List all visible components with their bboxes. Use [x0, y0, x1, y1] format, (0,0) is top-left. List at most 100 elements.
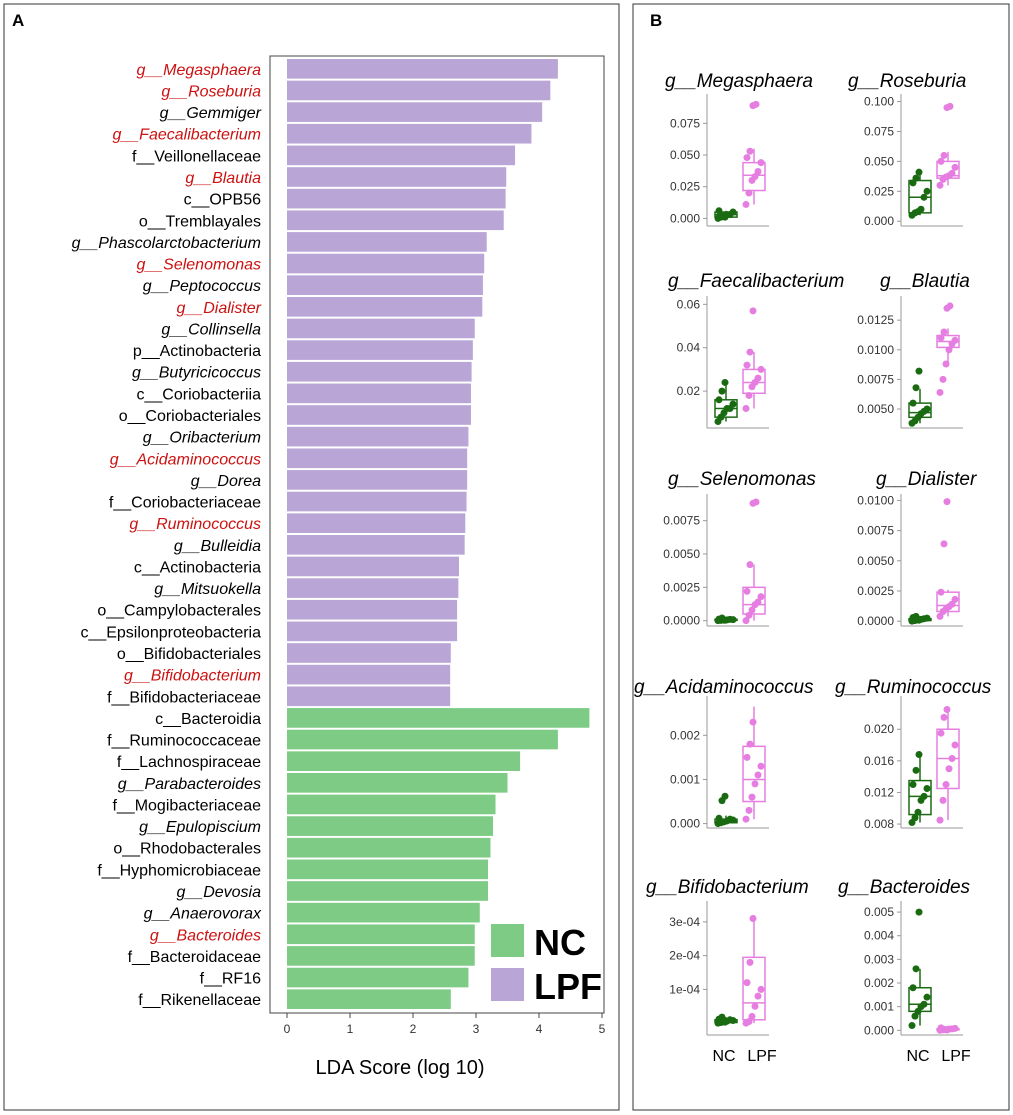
- boxplot-panel: g__Bacteroides 0.000 0.001 0.002 0.003 0.004 0…: [838, 877, 971, 1065]
- lda-bar-label: g__Phascolarctobacterium: [72, 235, 261, 252]
- y-tick-label: 0.04: [677, 341, 701, 355]
- lda-bar-label: g__Parabacteroides: [118, 776, 261, 793]
- lda-bar-label: g__Dorea: [191, 473, 261, 490]
- lda-bar-label: g__Devosia: [177, 884, 262, 901]
- point-nc: [912, 766, 920, 774]
- point-lpf: [937, 334, 945, 342]
- lda-bar-label: g__Acidaminococcus: [110, 451, 261, 468]
- point-lpf: [742, 404, 750, 412]
- boxplot-grid: g__Megasphaera0.0000.0250.0500.075g__Ros…: [634, 71, 992, 1065]
- point-lpf: [940, 713, 948, 721]
- boxplot-panel: g__Dialister 0.0000 0.0025 0.0050 0.0075 0.01…: [857, 469, 977, 628]
- lda-bar: [287, 686, 451, 707]
- point-lpf: [940, 540, 948, 548]
- point-lpf: [754, 374, 762, 382]
- lda-bar-label: c__Epsilonproteobacteria: [80, 624, 261, 641]
- y-tick-label: 0.000: [864, 1023, 894, 1037]
- point-nc: [912, 965, 920, 973]
- point-nc: [729, 1016, 737, 1024]
- boxplot-title: g__Bifidobacterium: [646, 877, 809, 898]
- lda-bar-label: g__Peptococcus: [143, 278, 261, 295]
- y-tick-label: 0.0025: [663, 580, 700, 594]
- point-nc: [923, 187, 931, 195]
- lda-bar: [287, 924, 475, 945]
- lda-bar: [287, 188, 506, 209]
- y-tick-label: 0.008: [864, 817, 894, 831]
- lda-bar-label: o__Campylobacterales: [97, 603, 261, 620]
- lda-bar: [287, 167, 507, 187]
- lda-bar: [287, 989, 451, 1009]
- point-lpf: [942, 360, 950, 368]
- point-lpf: [748, 1012, 756, 1020]
- point-nc: [915, 908, 923, 916]
- y-tick-label: 0.0100: [857, 493, 894, 507]
- point-nc: [920, 1000, 928, 1008]
- boxplot-panel: g__Faecalibacterium 0.02 0.04 0.06: [668, 271, 844, 429]
- lda-bar-label: g__Bulleidia: [174, 538, 261, 555]
- lda-bar: [287, 902, 480, 923]
- lda-bar-label: g__Faecalibacterium: [112, 127, 261, 144]
- lda-bar: [287, 470, 468, 490]
- x-tick-label: 4: [536, 1022, 543, 1036]
- y-tick-label: 0.075: [864, 124, 894, 138]
- y-tick-label: 0.000: [670, 211, 700, 225]
- y-tick-label: 0.025: [670, 180, 700, 194]
- lda-bar-label: f__Veillonellaceae: [132, 148, 261, 165]
- x-category-label: LPF: [941, 1048, 971, 1065]
- y-tick-label: 0.003: [864, 952, 894, 966]
- point-nc: [909, 781, 917, 789]
- point-lpf: [743, 753, 751, 761]
- y-tick-label: 1e-04: [669, 982, 700, 996]
- y-tick-label: 0.075: [670, 116, 700, 130]
- lda-bar: [287, 361, 472, 382]
- point-lpf: [743, 587, 751, 595]
- lda-bar-label: c__Bacteroidia: [155, 711, 261, 728]
- point-lpf: [754, 168, 762, 176]
- point-lpf: [745, 806, 753, 814]
- point-lpf: [943, 1026, 951, 1034]
- point-nc: [923, 784, 931, 792]
- lda-bar: [287, 210, 504, 231]
- point-lpf: [746, 561, 754, 569]
- point-nc: [715, 396, 723, 404]
- x-tick-label: 3: [473, 1022, 480, 1036]
- point-nc: [923, 405, 931, 413]
- lda-bar: [287, 816, 494, 836]
- point-lpf: [745, 611, 753, 619]
- y-tick-label: 2e-04: [669, 949, 700, 963]
- boxplot-panel: g__Selenomonas 0.0000 0.0025 0.0050 0.0075: [663, 469, 816, 628]
- lda-bar: [287, 578, 459, 598]
- boxplot-title: g__Ruminococcus: [835, 677, 992, 698]
- lda-bar: [287, 729, 558, 750]
- box-lpf: [742, 956, 766, 1021]
- lda-bar-label: f__Lachnospiraceae: [117, 754, 261, 771]
- lda-plot-border: [269, 55, 605, 1014]
- lda-bar: [287, 881, 488, 901]
- point-lpf: [752, 498, 760, 506]
- point-lpf: [754, 598, 762, 606]
- y-tick-label: 0.100: [864, 95, 894, 109]
- y-tick-label: 0.0050: [857, 402, 894, 416]
- lda-bar: [287, 448, 468, 469]
- point-lpf: [746, 147, 754, 155]
- y-tick-label: 0.050: [670, 148, 700, 162]
- lda-bar: [287, 556, 459, 577]
- lda-bar: [287, 773, 508, 793]
- point-lpf: [939, 796, 947, 804]
- y-tick-label: 0.002: [670, 728, 700, 742]
- lda-bar: [287, 80, 551, 101]
- point-lpf: [751, 173, 759, 181]
- lda-bar: [287, 102, 543, 122]
- y-tick-label: 0.005: [864, 905, 894, 919]
- lda-bar-label: o__Rhodobacterales: [113, 841, 261, 858]
- point-nc: [721, 378, 729, 386]
- legend-swatch-nc: [491, 924, 524, 957]
- y-tick-label: 0.000: [670, 817, 700, 831]
- point-nc: [915, 751, 923, 759]
- y-tick-label: 0.0075: [857, 372, 894, 386]
- point-lpf: [939, 375, 947, 383]
- point-nc: [715, 814, 723, 822]
- point-lpf: [757, 762, 765, 770]
- lda-bar-label: g__Blautia: [185, 170, 261, 187]
